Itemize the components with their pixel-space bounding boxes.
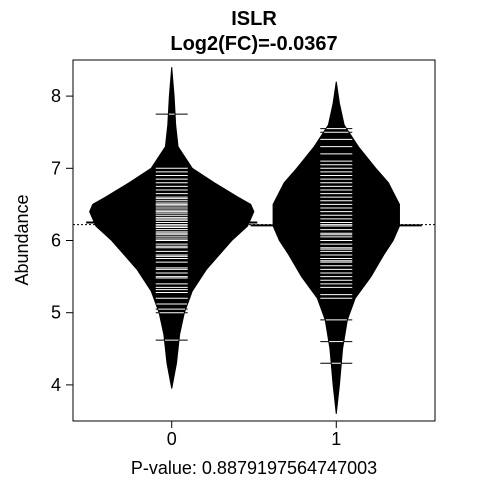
plot-frame — [72, 59, 436, 422]
y-tick-label-6: 6 — [51, 231, 61, 251]
y-axis-label: Abundance — [12, 194, 32, 285]
x-tick-label-1: 1 — [331, 429, 341, 449]
y-tick-label-5: 5 — [51, 303, 61, 323]
y-tick-label-7: 7 — [51, 158, 61, 178]
y-axis: 4 5 6 7 8 — [51, 86, 74, 395]
x-axis-label: P-value: 0.8879197564747003 — [131, 458, 377, 478]
y-tick-label-4: 4 — [51, 375, 61, 395]
y-tick-label-8: 8 — [51, 86, 61, 106]
x-tick-label-0: 0 — [167, 429, 177, 449]
chart-title: ISLR — [231, 8, 277, 30]
chart-subtitle: Log2(FC)=-0.0367 — [170, 33, 337, 55]
beans-layer — [73, 67, 435, 414]
